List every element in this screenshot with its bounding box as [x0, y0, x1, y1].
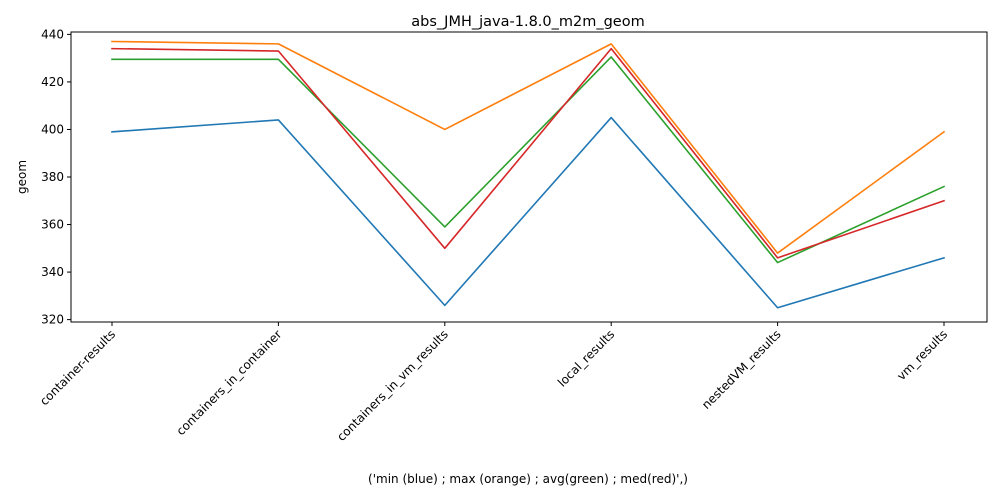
y-tick-label-5: 420 [41, 75, 64, 89]
y-tick-label-4: 400 [41, 122, 64, 136]
chart-title: abs_JMH_java-1.8.0_m2m_geom [411, 14, 644, 30]
x-axis: container-results containers_in_container… [37, 322, 950, 444]
y-tick-label-2: 360 [41, 218, 64, 232]
y-tick-label-3: 380 [41, 170, 64, 184]
series-line-3 [111, 47, 946, 259]
x-tick-label-4: nestedVM_results [699, 327, 784, 412]
y-axis-label: geom [15, 160, 29, 194]
x-tick-label-0: container-results [37, 327, 118, 408]
y-tick-label-0: 320 [41, 313, 64, 327]
series-line-0 [111, 116, 945, 309]
y-tick-label-1: 340 [41, 265, 64, 279]
x-tick-label-2: containers_in_vm_results [334, 327, 451, 444]
y-axis: 320 340 360 380 400 420 440 [41, 27, 71, 327]
plot-frame [70, 31, 988, 323]
y-tick-label-6: 440 [41, 27, 64, 41]
x-tick-label-5: vm_results [894, 327, 950, 383]
series-line-1 [111, 40, 946, 254]
x-axis-label: ('min (blue) ; max (orange) ; avg(green)… [368, 472, 688, 486]
series-lines [111, 40, 946, 309]
x-tick-label-1: containers_in_container [174, 327, 285, 438]
x-tick-label-3: local_results [555, 327, 617, 389]
series-line-2 [111, 56, 946, 264]
